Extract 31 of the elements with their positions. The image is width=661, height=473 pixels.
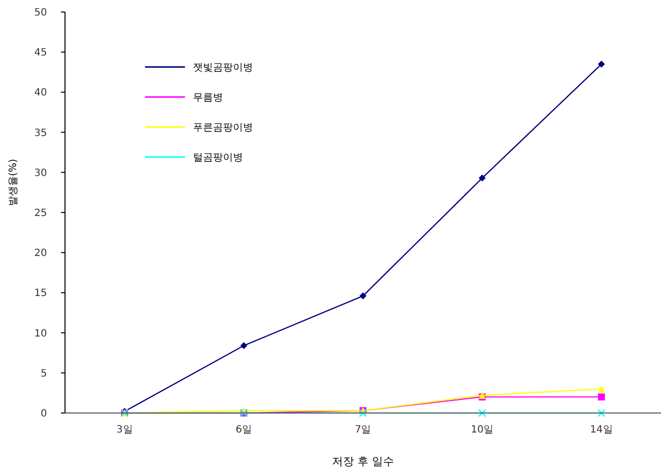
y-tick-label: 10 <box>34 328 47 340</box>
y-tick-label: 50 <box>34 8 47 18</box>
point <box>478 408 486 418</box>
x-axis-title: 저장 후 일수 <box>332 455 394 468</box>
point <box>598 385 605 392</box>
point <box>358 408 368 418</box>
point <box>478 174 486 182</box>
legend-label: 잿빛곰팡이병 <box>193 62 253 74</box>
legend-label: 무름병 <box>193 92 223 104</box>
point <box>598 60 605 68</box>
y-tick-label: 40 <box>34 88 47 99</box>
x-tick-label: 7일 <box>354 424 372 436</box>
point <box>597 408 606 418</box>
y-tick-label: 25 <box>34 208 47 219</box>
y-tick-label: 30 <box>34 168 47 179</box>
y-tick-label: 20 <box>34 248 47 260</box>
legend-label: 털곰팡이병 <box>193 152 243 164</box>
y-tick-label: 15 <box>34 288 47 300</box>
x-tick-label: 10일 <box>470 424 494 436</box>
point <box>240 342 248 350</box>
point <box>360 292 366 300</box>
x-tick-label: 6일 <box>236 424 252 436</box>
y-tick-label: 45 <box>34 48 47 59</box>
y-axis-title: 발생율(%) <box>8 158 19 206</box>
x-tick-label: 3일 <box>116 424 133 436</box>
point <box>598 393 605 400</box>
legend-label: 푸른곰팡이병 <box>193 122 253 134</box>
y-tick-label: 35 <box>34 128 47 139</box>
y-tick-label: 0 <box>40 408 47 420</box>
y-tick-label: 5 <box>40 368 47 380</box>
x-tick-label: 14일 <box>590 424 613 436</box>
